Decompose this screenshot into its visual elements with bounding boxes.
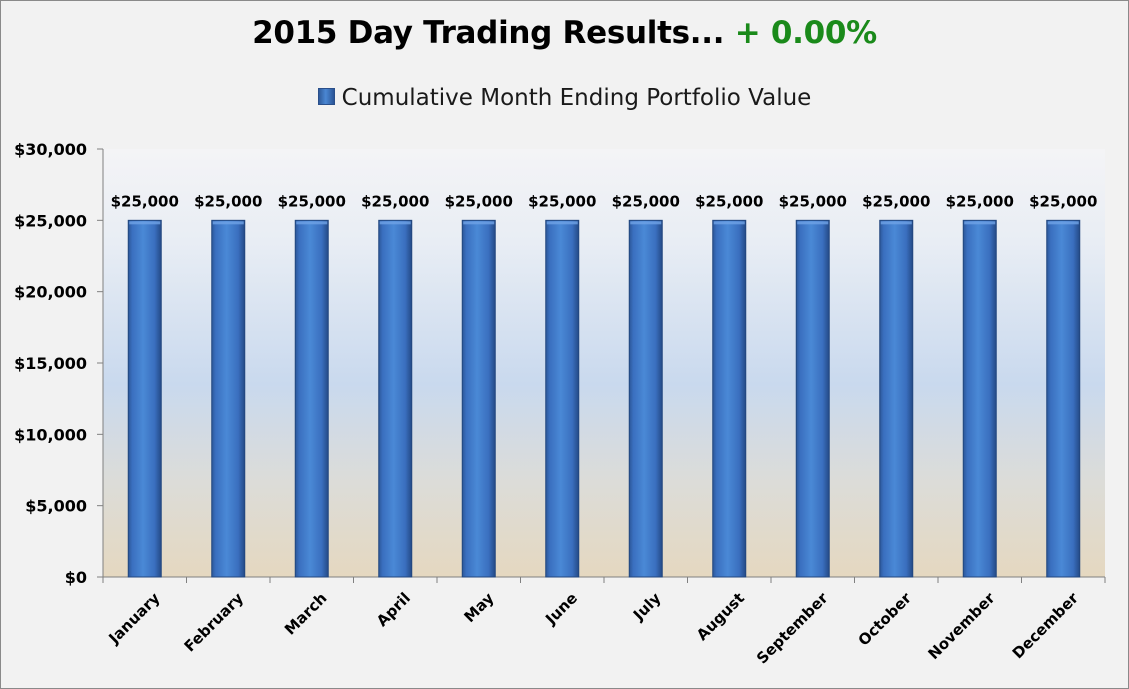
bar <box>962 219 997 578</box>
bars <box>127 219 1081 578</box>
data-label: $25,000 <box>278 192 346 210</box>
legend: Cumulative Month Ending Portfolio Value <box>1 85 1128 111</box>
data-label: $25,000 <box>612 192 680 210</box>
x-tick-label: May <box>460 589 497 626</box>
chart-title-percent: + 0.00% <box>734 15 878 51</box>
y-tick-label: $5,000 <box>25 497 87 516</box>
bar-highlight <box>964 221 996 225</box>
data-label: $25,000 <box>445 192 513 210</box>
legend-label: Cumulative Month Ending Portfolio Value <box>341 85 812 111</box>
x-tick-label: July <box>629 589 665 625</box>
bar-highlight <box>713 221 745 225</box>
x-tick-label: October <box>855 589 916 650</box>
data-label: $25,000 <box>1029 192 1097 210</box>
data-label: $25,000 <box>946 192 1014 210</box>
bar <box>712 219 747 578</box>
bar <box>211 219 246 578</box>
data-label: $25,000 <box>779 192 847 210</box>
bar-highlight <box>630 221 662 225</box>
y-tick-label: $0 <box>65 568 87 587</box>
bar-highlight <box>212 221 244 225</box>
x-tick-label: February <box>181 589 248 656</box>
x-tick-label: January <box>105 589 164 648</box>
bar <box>628 219 663 578</box>
bar-highlight <box>463 221 495 225</box>
bar <box>545 219 580 578</box>
y-tick-label: $30,000 <box>14 140 87 159</box>
x-tick-label: March <box>281 589 331 639</box>
x-tick-label: September <box>753 589 832 668</box>
data-label: $25,000 <box>194 192 262 210</box>
data-label: $25,000 <box>862 192 930 210</box>
bar <box>461 219 496 578</box>
bar-highlight <box>797 221 829 225</box>
bar-highlight <box>296 221 328 225</box>
bar-highlight <box>129 221 161 225</box>
chart-title: 2015 Day Trading Results... + 0.00% <box>1 15 1128 51</box>
chart-title-text: 2015 Day Trading Results... <box>252 15 725 51</box>
bar-highlight <box>379 221 411 225</box>
bar <box>879 219 914 578</box>
y-tick-label: $10,000 <box>14 425 87 444</box>
bar <box>378 219 413 578</box>
plot-background <box>103 149 1105 577</box>
bar-highlight <box>880 221 912 225</box>
bar <box>294 219 329 578</box>
x-tick-label: November <box>924 589 998 663</box>
bar <box>127 219 162 578</box>
data-label: $25,000 <box>111 192 179 210</box>
bar <box>1046 219 1081 578</box>
x-tick-label: August <box>693 589 748 644</box>
bar-highlight <box>1047 221 1079 225</box>
y-tick-label: $20,000 <box>14 283 87 302</box>
bar-highlight <box>546 221 578 225</box>
y-tick-label: $25,000 <box>14 211 87 230</box>
data-label: $25,000 <box>528 192 596 210</box>
legend-swatch <box>317 88 335 105</box>
y-tick-label: $15,000 <box>14 354 87 373</box>
data-label: $25,000 <box>695 192 763 210</box>
data-label: $25,000 <box>361 192 429 210</box>
x-tick-label: December <box>1009 589 1083 663</box>
bar <box>795 219 830 578</box>
axes <box>97 148 1106 583</box>
x-tick-label: June <box>541 589 581 629</box>
x-tick-label: April <box>373 589 414 630</box>
